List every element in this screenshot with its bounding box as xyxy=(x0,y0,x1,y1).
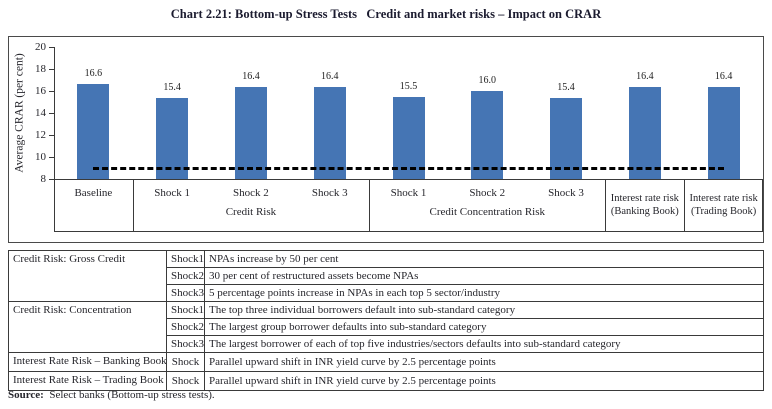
y-tick-mark xyxy=(49,179,54,180)
table-cell-shock: Shock1 xyxy=(166,301,205,319)
bar[interactable] xyxy=(392,96,425,179)
table-row: Credit Risk: Concentration Shock1 The to… xyxy=(8,301,764,353)
x-group-label: Credit Risk xyxy=(225,206,277,218)
bar-value-label: 16.0 xyxy=(478,75,497,86)
table-row: Interest Rate Risk – Banking Book Shock … xyxy=(8,352,764,372)
chart-area: Average CRAR (per cent) 20 18 16 14 12 10 8 16.… xyxy=(8,36,764,243)
bar[interactable] xyxy=(707,86,740,179)
table-cell-desc: The largest borrower of each of top five… xyxy=(204,335,764,353)
y-tick-label: 8 xyxy=(40,173,47,185)
y-tick-mark xyxy=(49,135,54,136)
bar-value-label: 16.6 xyxy=(84,68,103,80)
y-tick-mark xyxy=(49,113,54,114)
table-row: Shock2 30 per cent of restructured asset… xyxy=(9,267,764,285)
bar-value-label: 15.4 xyxy=(163,81,181,93)
table-cell-shock: Shock1 xyxy=(166,250,205,268)
y-tick-mark xyxy=(49,47,54,48)
table-row: Interest Rate Risk – Trading Book Shock … xyxy=(8,371,764,391)
bar-value-label: 16.4 xyxy=(636,70,654,82)
table-cell-desc: Parallel upward shift in INR yield curve… xyxy=(204,352,764,372)
x-category-label-interest: Interest rate risk (Banking Book) xyxy=(610,193,679,217)
category-box-bottom-line xyxy=(54,231,763,232)
table-cell-group: Credit Risk: Gross Credit xyxy=(8,250,167,302)
table-cell-shock: Shock2 xyxy=(166,267,205,285)
plot-area: 20 18 16 14 12 10 8 16.6 15.4 16.4 16.4 15.5 16.0 15.… xyxy=(35,41,763,232)
table-cell-desc: Parallel upward shift in INR yield curve… xyxy=(204,371,764,391)
source-text: Select banks (Bottom-up stress tests). xyxy=(49,389,215,401)
table-cell-group: Interest Rate Risk – Trading Book xyxy=(8,371,167,391)
table-cell-desc: 30 per cent of restructured assets becom… xyxy=(204,267,764,285)
table-cell-desc: The largest group borrower defaults into… xyxy=(204,318,764,336)
bar[interactable] xyxy=(313,86,346,179)
x-category-label: Shock 1 xyxy=(154,187,191,199)
table-row: Shock2 The largest group borrower defaul… xyxy=(9,318,764,336)
table-cell-group: Interest Rate Risk – Banking Book xyxy=(8,352,167,372)
bar[interactable] xyxy=(234,86,267,179)
bar-value-label: 16.4 xyxy=(320,70,339,82)
x-category-label: Shock 1 xyxy=(390,187,427,199)
x-category-label: Shock 2 xyxy=(233,187,269,199)
table-cell-shock: Shock xyxy=(166,371,205,391)
y-tick-label: 16 xyxy=(35,85,46,97)
table-cell-shock: Shock3 xyxy=(166,335,205,353)
category-group-separator xyxy=(132,179,134,232)
bar[interactable] xyxy=(77,84,110,179)
y-tick-label: 20 xyxy=(35,41,46,53)
x-axis-line xyxy=(54,179,763,180)
y-tick-mark xyxy=(49,69,54,70)
bar-value-label: 15.4 xyxy=(557,81,575,93)
category-group-separator xyxy=(684,179,686,232)
table-cell-desc: The top three individual borrowers defau… xyxy=(204,301,764,319)
category-group-separator xyxy=(369,179,371,232)
x-category-label: Baseline xyxy=(74,187,113,199)
table-cell-shock: Shock3 xyxy=(166,284,205,302)
table-row: Credit Risk: Gross Credit Shock1 NPAs in… xyxy=(8,250,764,302)
bar-value-label: 16.4 xyxy=(714,70,733,82)
bar[interactable] xyxy=(550,97,583,179)
source-note: Source: Select banks (Bottom-up stress t… xyxy=(8,389,215,401)
table-cell-desc: NPAs increase by 50 per cent xyxy=(204,250,764,268)
category-box-right-line xyxy=(762,179,763,232)
category-group-separator xyxy=(605,179,607,232)
y-tick-label: 12 xyxy=(35,129,46,141)
bar-value-label: 16.4 xyxy=(242,70,260,82)
table-cell-shock: Shock xyxy=(166,352,205,372)
minimum-crar-reference-line xyxy=(93,166,724,170)
bar-value-label: 15.5 xyxy=(399,80,418,92)
y-tick-mark xyxy=(49,91,54,92)
bar[interactable] xyxy=(156,97,189,179)
y-tick-mark xyxy=(49,157,54,158)
y-tick-label: 14 xyxy=(35,107,46,119)
source-label: Source: xyxy=(8,389,44,401)
x-category-label-interest: Interest rate risk (Trading Book) xyxy=(689,193,758,217)
shock-definitions-table: Credit Risk: Gross Credit Shock1 NPAs in… xyxy=(8,250,764,391)
x-category-label: Shock 2 xyxy=(469,187,506,199)
bar[interactable] xyxy=(471,91,504,179)
chart-title: Chart 2.21: Bottom-up Stress Tests Credi… xyxy=(170,7,602,21)
x-group-label: Credit Concentration Risk xyxy=(429,206,546,218)
x-category-label: Shock 3 xyxy=(548,187,584,199)
bar[interactable] xyxy=(628,86,661,179)
y-axis-line xyxy=(54,47,55,232)
table-cell-desc: 5 percentage points increase in NPAs in … xyxy=(204,284,764,302)
x-category-label: Shock 3 xyxy=(311,187,348,199)
y-tick-label: 10 xyxy=(35,151,46,163)
y-tick-label: 18 xyxy=(35,63,46,75)
table-cell-shock: Shock2 xyxy=(166,318,205,336)
table-cell-group: Credit Risk: Concentration xyxy=(8,301,167,353)
